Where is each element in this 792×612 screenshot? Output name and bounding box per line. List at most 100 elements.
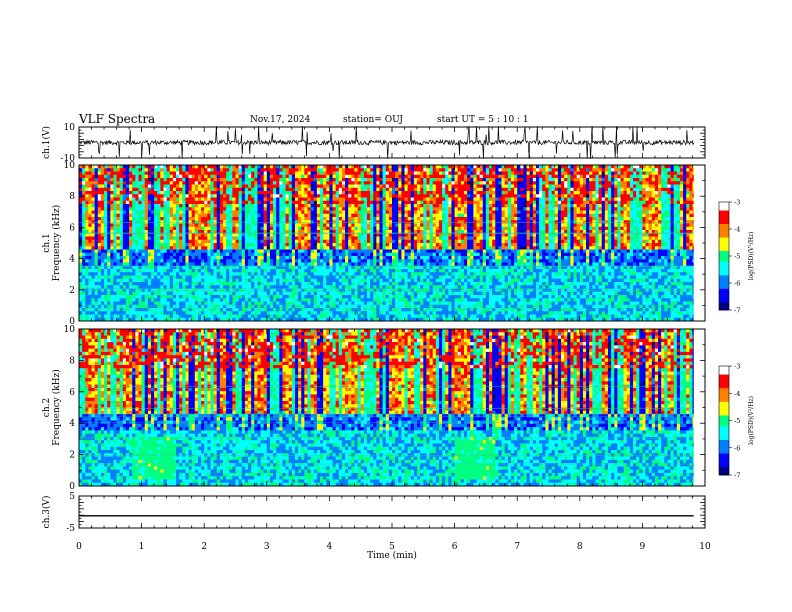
- ch1-spectrogram-cell: [104, 197, 108, 202]
- ch1-spectrogram-cell: [260, 236, 265, 241]
- ch1-spectrogram-cell: [282, 187, 286, 192]
- ch1-spectrogram-cell: [169, 184, 174, 189]
- ch1-spectrogram-cell: [376, 174, 380, 179]
- ch1-spectrogram-cell: [639, 200, 643, 205]
- ch1-spectrogram-cell: [539, 165, 543, 169]
- ch1-spectrogram-cell: [517, 187, 521, 192]
- ch1-spectrogram-cell: [150, 171, 155, 176]
- ch1-spectrogram-cell: [263, 194, 268, 198]
- ch1-spectrogram-cell: [269, 168, 274, 172]
- ch1-spectrogram-cell: [157, 181, 161, 185]
- ch1-spectrogram-cell: [222, 226, 227, 231]
- ch1-spectrogram-cell: [291, 178, 296, 182]
- ch1-spectrogram-cell: [545, 171, 549, 176]
- ch1-spectrogram-cell: [445, 187, 449, 192]
- ch1-spectrogram-cell: [110, 223, 114, 228]
- ch1-spectrogram-cell: [157, 200, 161, 205]
- ch1-spectrogram-cell: [313, 210, 318, 215]
- ch1-spectrogram-cell: [122, 243, 127, 247]
- ch1-spectrogram-cell: [304, 178, 308, 182]
- ch1-spectrogram-cell: [129, 187, 133, 192]
- ch1-spectrogram-cell: [457, 184, 462, 189]
- ch1-spectrogram-cell: [633, 210, 637, 215]
- ch1-spectrogram-cell: [323, 165, 327, 169]
- ch1-spectrogram-cell: [232, 223, 236, 228]
- ch1-spectrogram-cell: [676, 171, 681, 176]
- ch1-spectrogram-cell: [147, 187, 152, 192]
- ch1-spectrogram-cell: [517, 207, 521, 211]
- ch1-spectrogram-cell: [279, 165, 283, 169]
- ch1-spectrogram-cell: [495, 191, 499, 195]
- ch1-spectrogram-cell: [482, 217, 487, 221]
- ch1-spectrogram-cell: [282, 207, 286, 211]
- ch1-spectrogram-cell: [201, 197, 205, 202]
- ch1-spectrogram-cell: [564, 181, 568, 185]
- ch1-spectrogram-cell: [263, 233, 268, 237]
- ch1-spectrogram-cell: [607, 223, 612, 228]
- ch1-spectrogram-cell: [551, 213, 556, 218]
- ch1-spectrogram-cell: [545, 184, 549, 189]
- ch1-spectrogram-cell: [479, 207, 484, 211]
- ch1-spectrogram-cell: [404, 207, 409, 211]
- ch1-spectrogram-cell: [489, 194, 493, 198]
- ch1-spectrogram-cell: [160, 239, 164, 244]
- ch1-spectrogram-cell: [191, 226, 196, 231]
- ch1-spectrogram-cell: [150, 194, 155, 198]
- ch1-spectrogram-cell: [294, 223, 299, 228]
- ch1-spectrogram-cell: [670, 178, 675, 182]
- ch1-spectrogram-cell: [542, 233, 546, 237]
- ch1-spectrogram-cell: [679, 230, 684, 234]
- ch1-spectrogram-cell: [401, 226, 405, 231]
- ch1-spectrogram-cell: [182, 168, 186, 172]
- ch1-spectrogram-cell: [129, 204, 133, 208]
- ch1-spectrogram-cell: [122, 174, 127, 179]
- ch1-spectrogram-cell: [683, 181, 687, 185]
- ch1-spectrogram-cell: [79, 207, 83, 211]
- ch1-spectrogram-cell: [113, 197, 117, 202]
- ch1-spectrogram-cell: [601, 187, 606, 192]
- ch1-spectrogram-cell: [263, 207, 268, 211]
- ch1-spectrogram-cell: [329, 187, 333, 192]
- ch1-spectrogram-cell: [432, 207, 437, 211]
- ch1-spectrogram-cell: [520, 220, 524, 224]
- ch1-spectrogram-cell: [673, 200, 678, 205]
- ch1-spectrogram-cell: [226, 220, 230, 224]
- ch1-spectrogram-cell: [498, 210, 502, 215]
- ch1-spectrogram-cell: [79, 217, 83, 221]
- ch1-spectrogram-cell: [338, 236, 343, 241]
- ch1-spectrogram-cell: [489, 236, 493, 241]
- ch1-spectrogram-cell: [432, 181, 437, 185]
- ch1-spectrogram-cell: [216, 200, 221, 205]
- ch1-spectrogram-cell: [132, 213, 136, 218]
- ch1-spectrogram-cell: [248, 226, 252, 231]
- ch1-spectrogram-cell: [366, 217, 371, 221]
- ch1-spectrogram-cell: [269, 223, 274, 228]
- ch1-spectrogram-cell: [138, 243, 142, 247]
- ch1-spectrogram-cell: [404, 165, 409, 169]
- ch1-spectrogram-cell: [670, 230, 675, 234]
- ch1-spectrogram-cell: [354, 197, 358, 202]
- ch1-spectrogram-cell: [219, 191, 224, 195]
- ch1-spectrogram-cell: [97, 184, 102, 189]
- ch1-spectrogram-cell: [570, 200, 574, 205]
- ch1-spectrogram-cell: [263, 178, 268, 182]
- ch1-spectrogram-cell: [304, 210, 308, 215]
- ch1-spectrogram-cell: [407, 200, 412, 205]
- ch1-spectrogram-cell: [97, 204, 102, 208]
- ch1-spectrogram-cell: [448, 210, 452, 215]
- ch1-spectrogram-cell: [260, 223, 265, 228]
- ch1-spectrogram-cell: [357, 223, 362, 228]
- ch1-spectrogram-cell: [110, 184, 114, 189]
- ch1-spectrogram-cell: [226, 178, 230, 182]
- ch1-spectrogram-cell: [125, 174, 130, 179]
- ch1-spectrogram-cell: [335, 178, 340, 182]
- ch1-spectrogram-cell: [248, 213, 252, 218]
- ch1-spectrogram-cell: [420, 165, 424, 169]
- ch1-spectrogram-cell: [122, 197, 127, 202]
- ch1-spectrogram-cell: [213, 187, 218, 192]
- ch1-spectrogram-cell: [150, 236, 155, 241]
- ch1-spectrogram-cell: [226, 236, 230, 241]
- ch1-spectrogram-cell: [97, 171, 102, 176]
- ch1-spectrogram-cell: [388, 207, 393, 211]
- ch1-spectrogram-cell: [642, 233, 646, 237]
